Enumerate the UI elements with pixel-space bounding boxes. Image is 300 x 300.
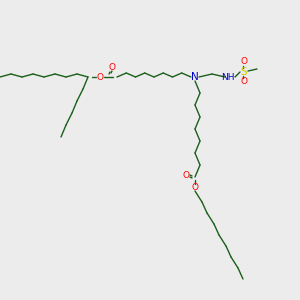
Text: O: O bbox=[241, 77, 248, 86]
Text: NH: NH bbox=[221, 73, 235, 82]
Text: O: O bbox=[241, 58, 248, 67]
Text: O: O bbox=[182, 170, 190, 179]
Text: N: N bbox=[191, 72, 199, 82]
Text: S: S bbox=[241, 67, 247, 77]
Text: O: O bbox=[191, 182, 199, 191]
Text: O: O bbox=[97, 73, 104, 82]
Text: O: O bbox=[109, 62, 116, 71]
